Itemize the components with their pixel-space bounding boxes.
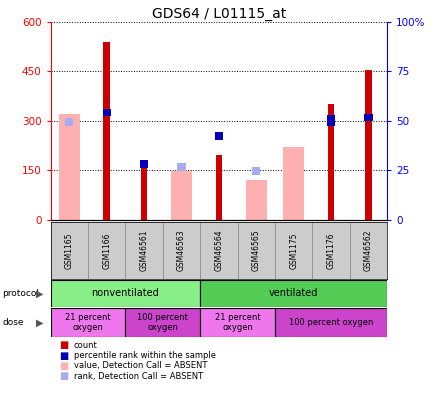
Text: 21 percent
oxygen: 21 percent oxygen [215,313,260,332]
Text: rank, Detection Call = ABSENT: rank, Detection Call = ABSENT [74,372,203,381]
Bar [88,222,125,279]
Title: GDS64 / L01115_at: GDS64 / L01115_at [152,7,286,21]
Text: 100 percent oxygen: 100 percent oxygen [289,318,373,327]
Text: GSM46561: GSM46561 [139,230,149,271]
Text: protocol: protocol [2,289,39,298]
Text: nonventilated: nonventilated [92,288,159,299]
Text: GSM1176: GSM1176 [326,232,336,269]
Bar [140,160,148,168]
Bar [350,222,387,279]
Text: GSM46563: GSM46563 [177,230,186,271]
Bar [200,280,387,307]
Bar [200,222,238,279]
Bar [51,308,125,337]
Text: dose: dose [2,318,24,327]
Text: percentile rank within the sample: percentile rank within the sample [74,351,216,360]
Bar [328,104,334,220]
Bar [283,147,304,220]
Bar [246,180,267,220]
Text: ▶: ▶ [36,318,43,327]
Text: ventilated: ventilated [269,288,319,299]
Text: GSM46565: GSM46565 [252,230,261,271]
Text: GSM1175: GSM1175 [289,232,298,269]
Bar [65,118,73,126]
Text: count: count [74,341,98,350]
Text: GSM1165: GSM1165 [65,232,74,269]
Bar [216,155,222,220]
Text: ■: ■ [59,371,69,381]
Bar [103,42,110,220]
Bar [125,222,163,279]
Bar [163,222,200,279]
Bar [215,131,223,139]
Bar [364,114,373,122]
Bar [59,114,80,220]
Text: ▶: ▶ [36,288,43,299]
Bar [275,308,387,337]
Bar [312,222,350,279]
Text: GSM46564: GSM46564 [214,230,224,271]
Text: 21 percent
oxygen: 21 percent oxygen [65,313,111,332]
Text: 100 percent
oxygen: 100 percent oxygen [137,313,188,332]
Bar [365,70,372,220]
Bar [238,222,275,279]
Bar [200,308,275,337]
Bar [103,109,111,116]
Text: ■: ■ [59,340,69,350]
Bar [141,167,147,220]
Text: GSM46562: GSM46562 [364,230,373,271]
Text: value, Detection Call = ABSENT: value, Detection Call = ABSENT [74,362,207,370]
Bar [51,222,88,279]
Bar [125,308,200,337]
Bar [177,163,186,171]
Bar [327,118,335,126]
Bar [171,171,192,220]
Text: ■: ■ [59,361,69,371]
Text: GSM1166: GSM1166 [102,232,111,269]
Bar [51,280,200,307]
Text: ■: ■ [59,350,69,361]
Bar [275,222,312,279]
Bar [327,115,335,123]
Bar [252,167,260,175]
